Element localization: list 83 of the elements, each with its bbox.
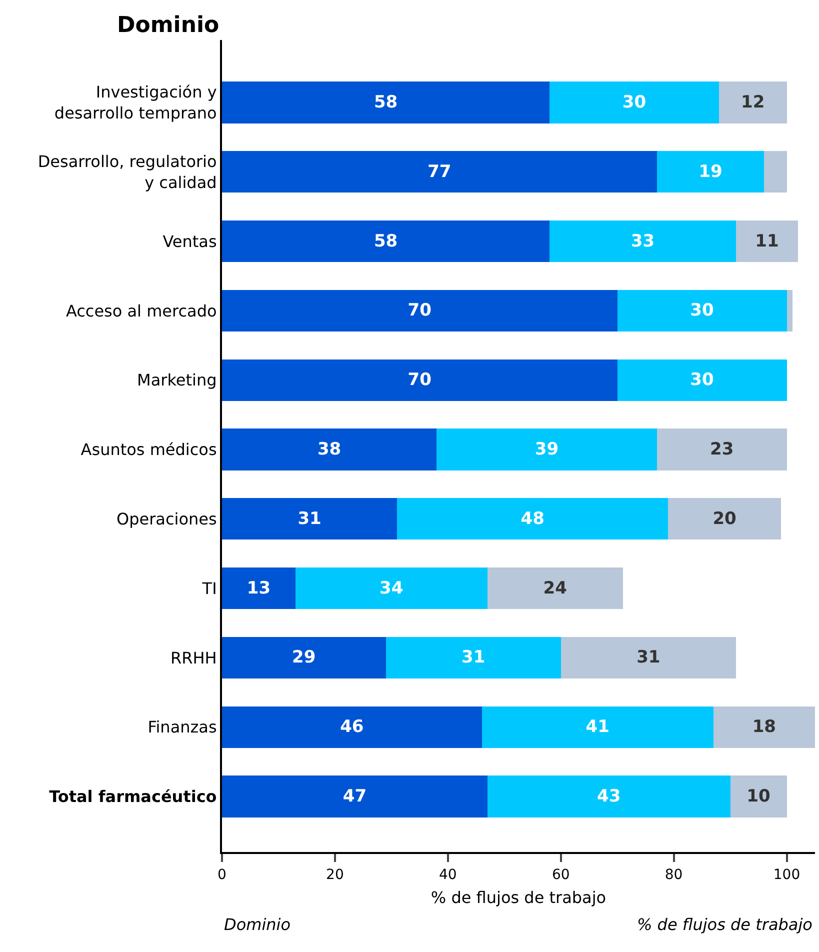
data-label: 12: [741, 92, 765, 112]
data-label: 13: [246, 578, 271, 598]
x-tick-label: 40: [438, 866, 457, 883]
bar: [397, 498, 668, 540]
data-label: 48: [520, 508, 544, 529]
data-label: 33: [630, 231, 655, 252]
data-label: 47: [342, 786, 367, 806]
bar: [736, 220, 798, 262]
y-tick-label: Asuntos médicos: [80, 440, 217, 460]
bar: [222, 151, 657, 193]
bar: [487, 567, 623, 610]
bar: [386, 636, 561, 678]
bar: [222, 428, 437, 470]
bar: [222, 359, 618, 401]
data-label: 30: [690, 370, 714, 390]
bar: [482, 706, 714, 748]
y-tick-label: Investigación y desarrollo temprano: [54, 82, 217, 122]
x-tick-label: 20: [326, 866, 344, 883]
bar: [487, 776, 730, 818]
x-tick-label: 0: [218, 866, 226, 883]
data-label: 70: [408, 370, 432, 390]
data-label: 23: [710, 439, 734, 460]
y-tick-label: RRHH: [170, 648, 217, 668]
data-label: 18: [752, 717, 776, 738]
data-label: 58: [374, 231, 398, 252]
data-label: 31: [298, 508, 322, 529]
x-tick-label: 80: [664, 866, 683, 883]
data-label: 38: [317, 439, 342, 460]
bar: [222, 220, 550, 262]
data-label: 30: [622, 92, 646, 112]
data-label: 10: [746, 786, 770, 806]
data-label: 24: [543, 578, 568, 598]
data-label: 34: [380, 578, 404, 598]
bar: [295, 567, 488, 610]
data-label: 29: [292, 648, 316, 668]
bar: [222, 636, 386, 678]
data-label: 30: [690, 300, 714, 321]
data-label: 20: [712, 508, 737, 529]
bar: [222, 567, 296, 610]
data-label: 70: [408, 300, 432, 321]
data-label: 11: [755, 231, 779, 252]
data-label: 19: [698, 162, 722, 182]
y-tick-label: Finanzas: [148, 718, 217, 737]
bar: [560, 636, 736, 678]
bar: [730, 776, 787, 818]
bar: [617, 359, 787, 401]
y-tick-label: Ventas: [162, 232, 217, 251]
data-label: 58: [374, 92, 398, 112]
data-label: 31: [461, 648, 486, 668]
bar: [617, 290, 787, 332]
data-label: 43: [597, 786, 621, 806]
x-tick-label: 60: [552, 866, 570, 883]
bar: [656, 428, 787, 470]
bar: [222, 290, 618, 332]
y-tick-label: Desarrollo, regulatorio y calidad: [38, 152, 217, 192]
chart-title: Dominio: [117, 13, 220, 38]
bar: [222, 498, 398, 540]
bar: [222, 776, 488, 818]
data-label: 31: [636, 648, 660, 668]
y-tick-label: Operaciones: [116, 509, 217, 528]
y-tick-label: Acceso al mercado: [66, 301, 217, 320]
data-label: 46: [340, 717, 364, 738]
x-tick-label: 100: [773, 866, 800, 883]
bar: [222, 706, 482, 748]
bar: [550, 220, 736, 262]
bar: [436, 428, 657, 470]
y-tick-label: Total farmacéutico: [49, 787, 217, 806]
data-label: 41: [586, 717, 610, 738]
bar: [764, 151, 787, 193]
bar: [668, 498, 782, 540]
bar: [718, 82, 787, 124]
bar: [550, 82, 719, 124]
y-tick-label: Marketing: [137, 370, 217, 390]
bar: [713, 706, 815, 748]
bar: [222, 82, 550, 124]
bar: [786, 290, 792, 332]
bar: [656, 151, 764, 193]
y-tick-label: TI: [201, 578, 217, 598]
x-axis-title: % de flujos de trabajo: [430, 888, 606, 907]
data-label: 77: [428, 162, 452, 182]
text: Dominio: [224, 915, 291, 934]
data-label: 39: [534, 439, 559, 460]
text: % de flujos de trabajo: [637, 915, 813, 934]
